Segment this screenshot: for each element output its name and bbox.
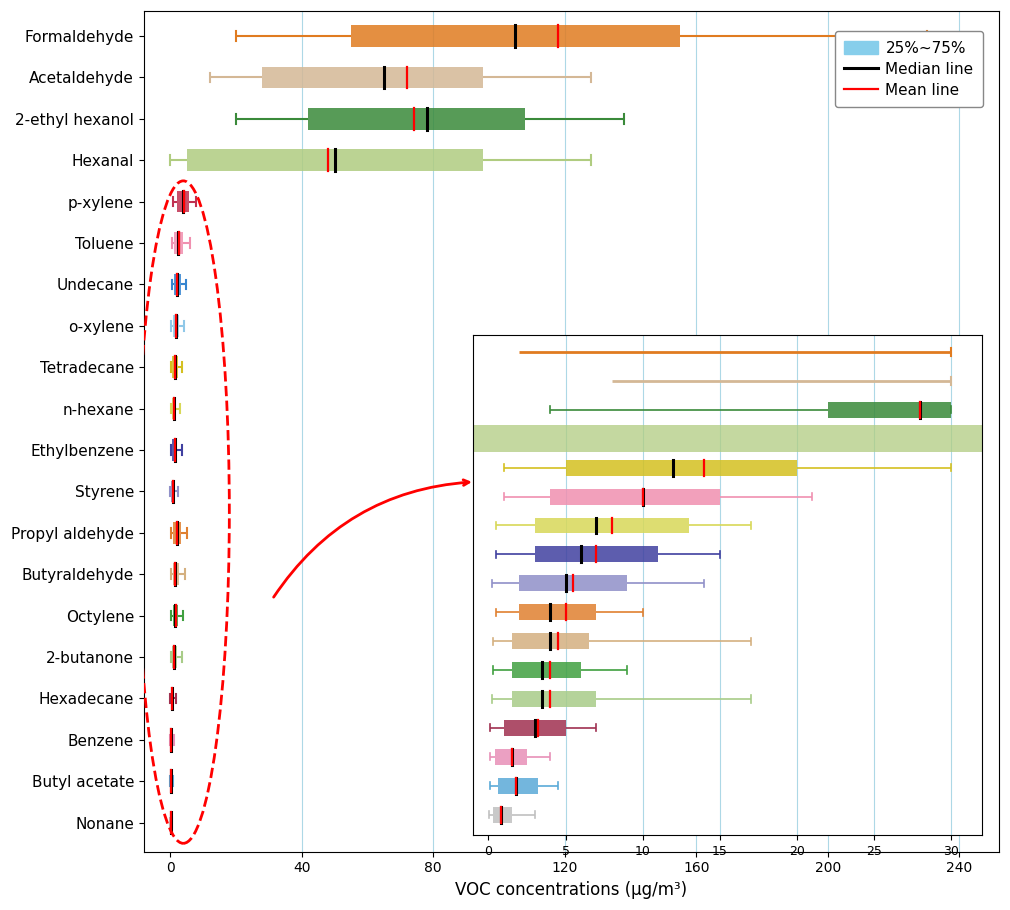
Bar	[174, 522, 181, 543]
Bar	[174, 232, 183, 254]
Bar	[172, 398, 177, 420]
Bar	[172, 480, 175, 502]
Legend: 25%~75%, Median line, Mean line: 25%~75%, Median line, Mean line	[835, 31, 983, 107]
Bar	[171, 771, 172, 792]
Bar	[173, 440, 178, 460]
Bar	[263, 66, 483, 88]
Bar	[171, 688, 174, 709]
Bar	[308, 108, 525, 129]
Bar	[175, 274, 181, 295]
Bar	[173, 357, 178, 378]
Bar	[172, 646, 178, 668]
Bar	[187, 149, 483, 171]
X-axis label: VOC concentrations (μg/m³): VOC concentrations (μg/m³)	[456, 881, 688, 899]
Bar	[351, 25, 680, 46]
Bar	[171, 729, 173, 751]
Bar	[171, 812, 172, 834]
Bar	[177, 191, 189, 212]
Bar	[173, 563, 180, 585]
Bar	[173, 605, 179, 626]
Bar	[173, 315, 180, 337]
